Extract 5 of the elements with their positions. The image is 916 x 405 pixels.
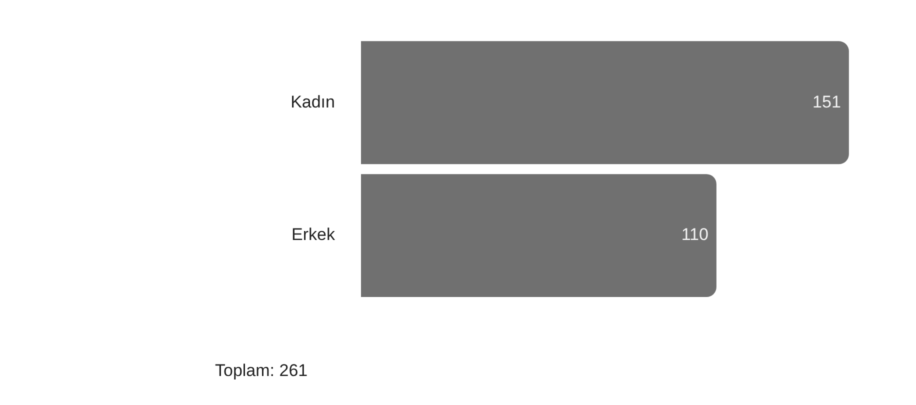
- text: Toplam: 261: [215, 361, 308, 380]
- y-tick-label: Erkek: [292, 225, 336, 244]
- data-label: 110: [681, 225, 708, 244]
- y-tick-label: Kadın: [290, 92, 335, 112]
- data-label: 151: [812, 92, 841, 112]
